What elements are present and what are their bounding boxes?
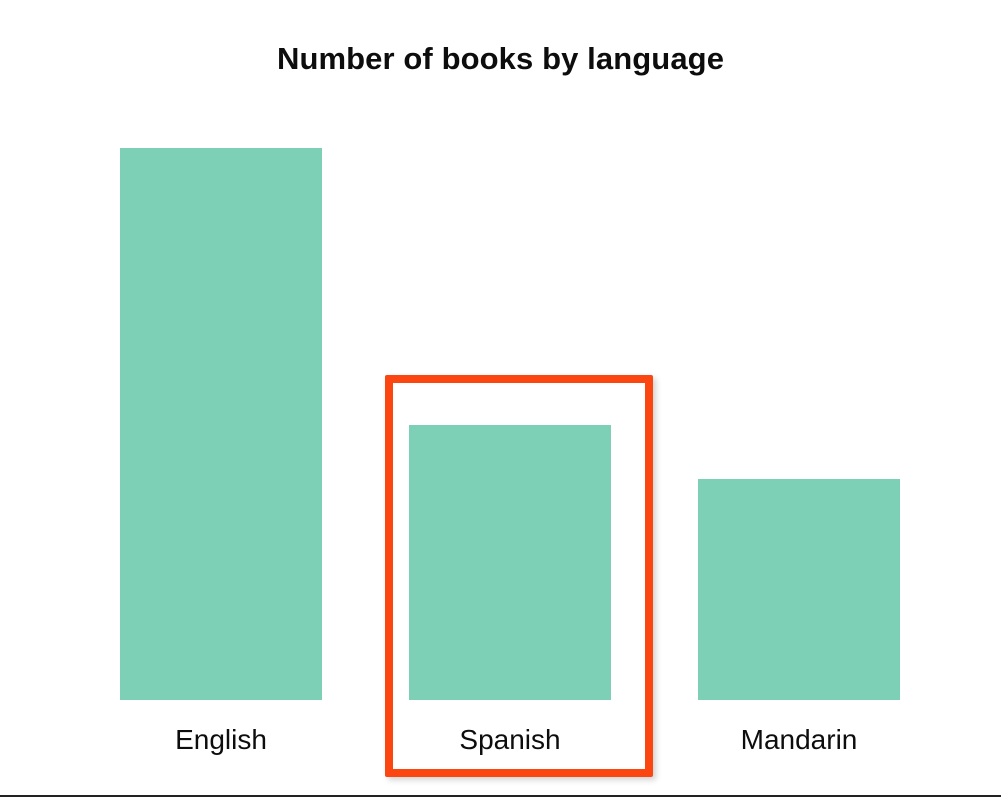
page-bottom-rule: [0, 795, 1001, 797]
bar-mandarin: [698, 479, 900, 700]
bar-english: [120, 148, 322, 700]
bar-label-english: English: [175, 724, 267, 755]
bar-label-spanish: Spanish: [459, 724, 561, 755]
chart-title: Number of books by language: [276, 41, 725, 76]
bar-label-mandarin: Mandarin: [740, 724, 858, 755]
bar-spanish: [409, 425, 611, 700]
